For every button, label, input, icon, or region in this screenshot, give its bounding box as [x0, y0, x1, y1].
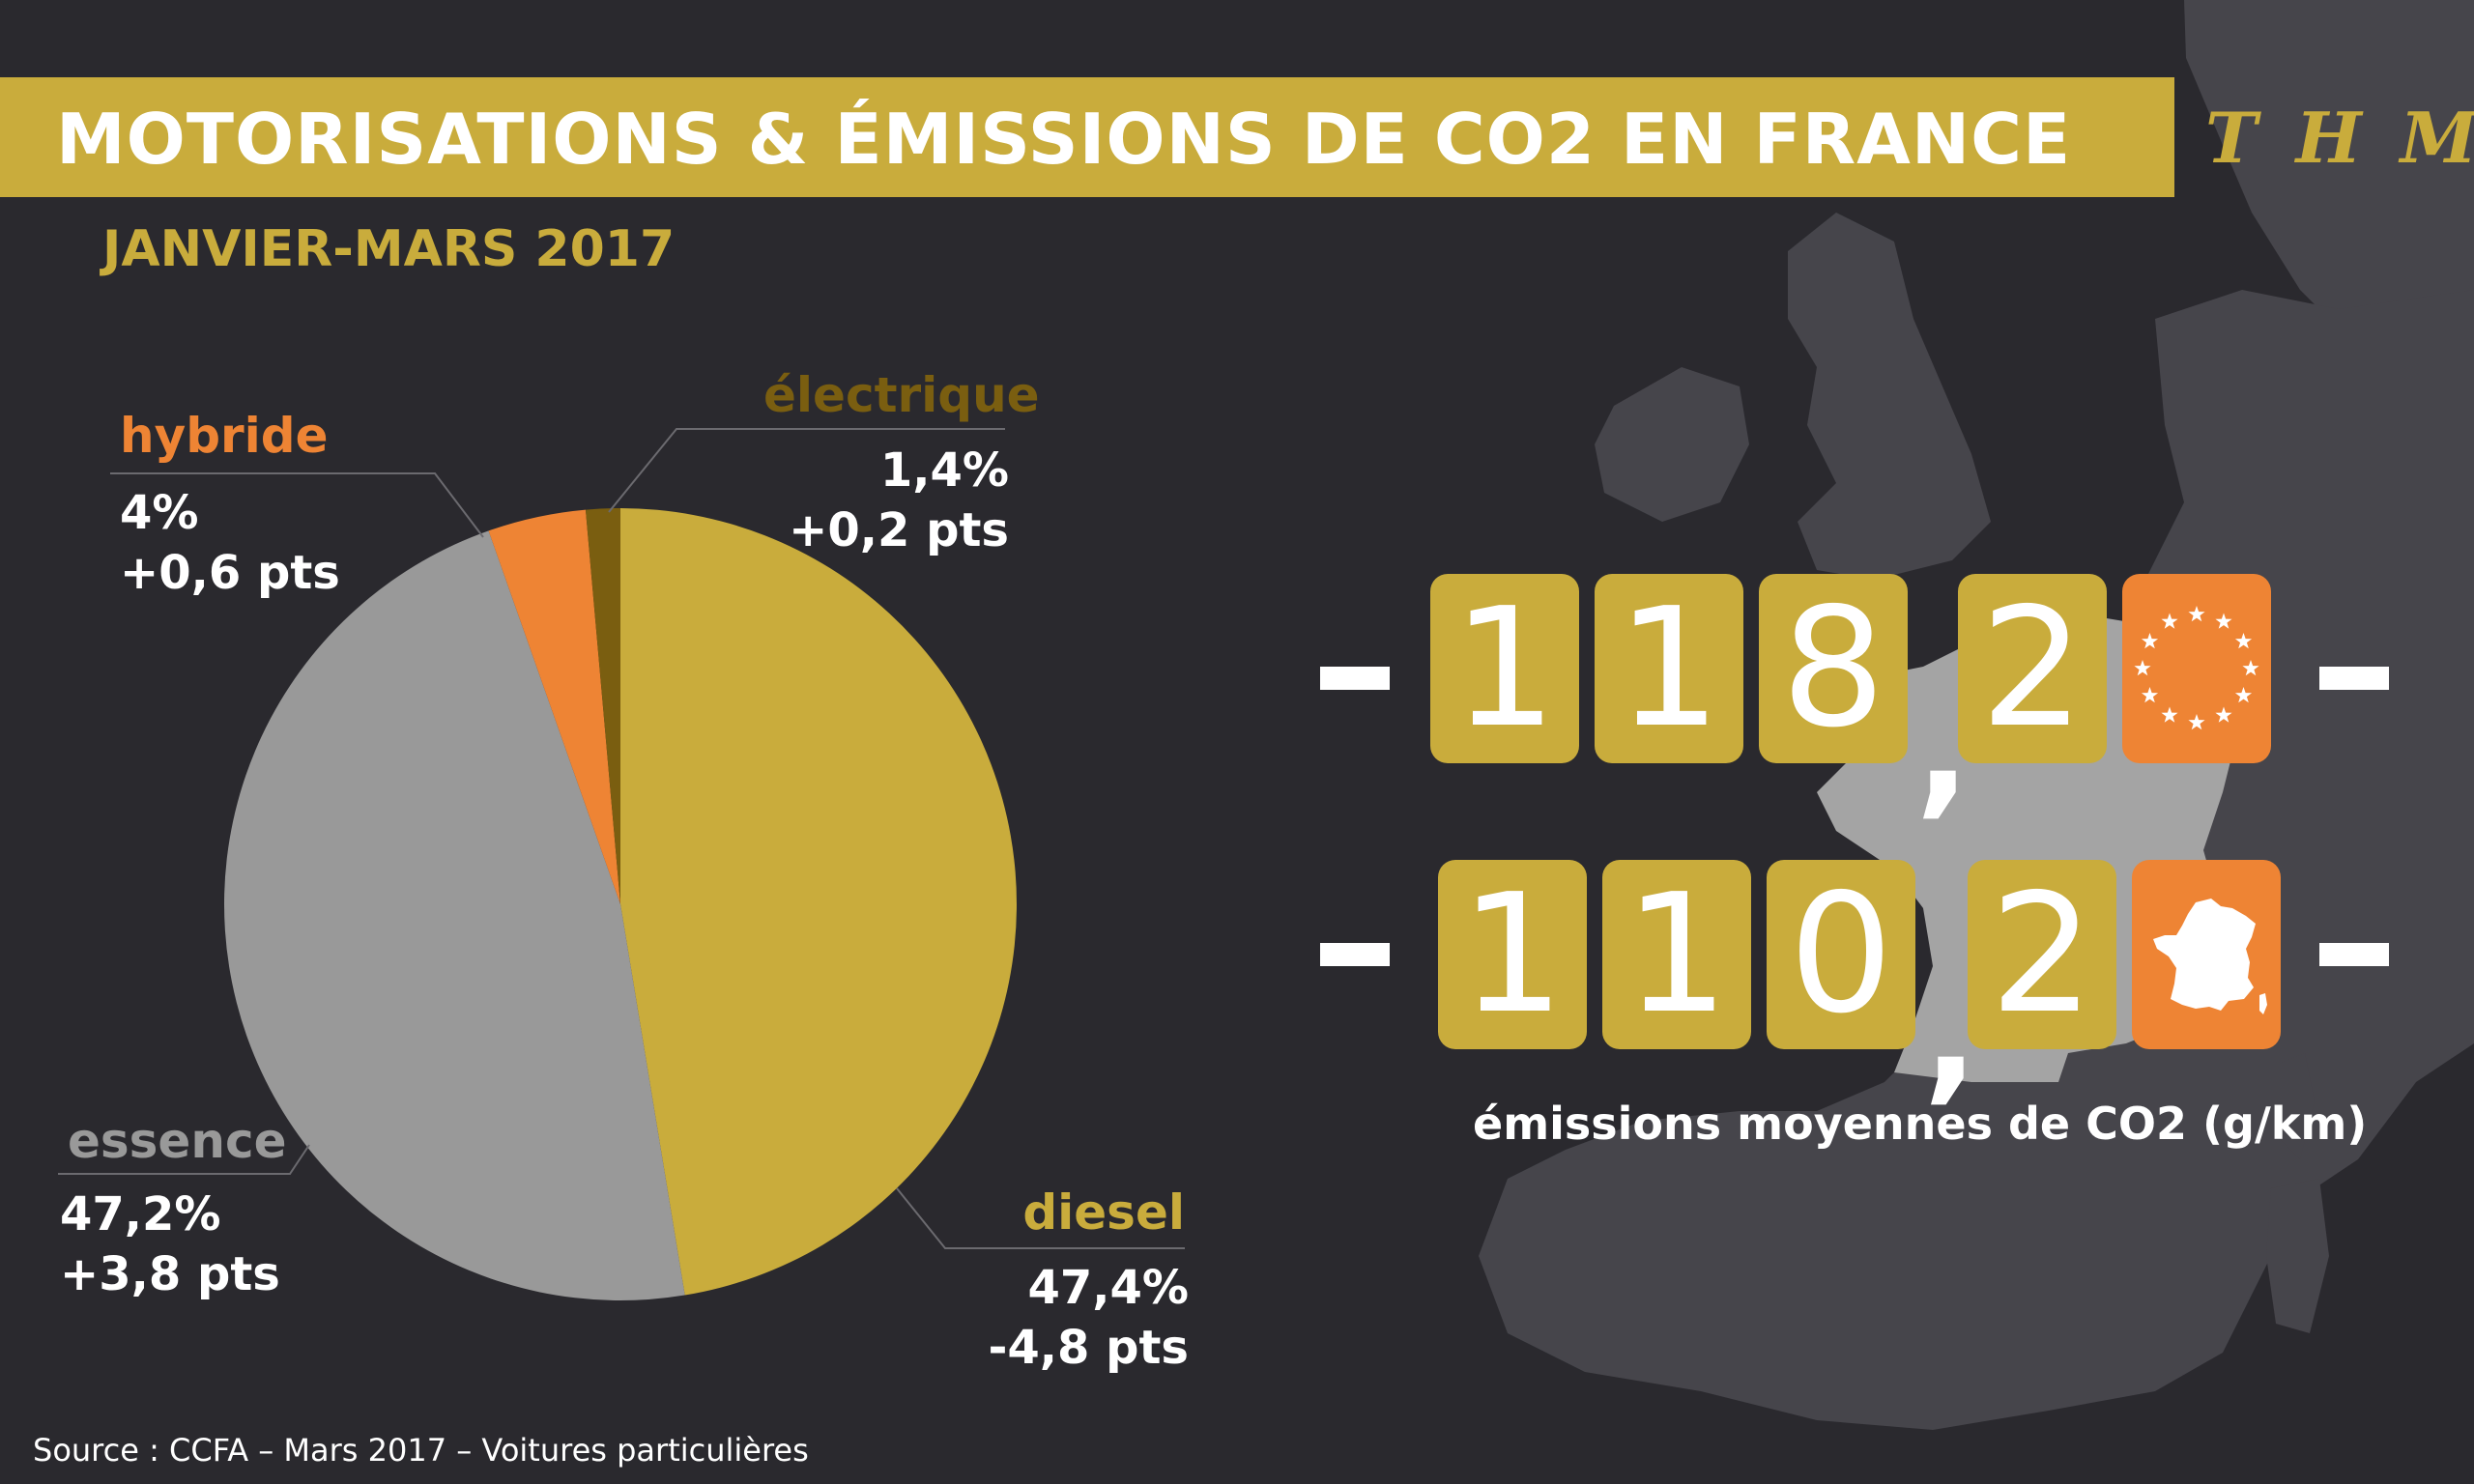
eu-star-icon — [2141, 687, 2159, 703]
ireland-shape — [1595, 367, 1749, 522]
thm-logo: THM — [2205, 97, 2474, 179]
legend-essence-pct: 47,2% — [60, 1187, 221, 1241]
pie-slice-electrique — [585, 508, 620, 904]
fr-digit-4: 2 — [1968, 860, 2116, 1049]
leader-line-electrique — [608, 428, 1005, 513]
leader-line-diesel — [896, 1187, 1185, 1249]
eu-star-icon — [2215, 706, 2232, 723]
france-flag-tile — [2132, 860, 2281, 1049]
period-subtitle: JANVIER-MARS 2017 — [102, 220, 676, 278]
fr-left-dash — [1320, 943, 1390, 966]
legend-electrique-values: 1,4% +0,2 pts — [754, 441, 1009, 560]
title-banner: MOTORISATIONS & ÉMISSIONS DE CO2 EN FRAN… — [0, 77, 2174, 197]
eu-star-icon — [2134, 660, 2151, 676]
legend-hybride-values: 4% +0,6 pts — [120, 483, 340, 603]
pie-slice-essence — [224, 530, 685, 1300]
eu-right-dash — [2319, 667, 2389, 690]
eu-star-icon — [2234, 633, 2253, 649]
fr-digit-3: 0 — [1767, 860, 1915, 1049]
eu-star-icon — [2161, 613, 2178, 629]
page-title: MOTORISATIONS & ÉMISSIONS DE CO2 EN FRAN… — [56, 99, 2072, 180]
legend-hybride-pct: 4% — [120, 486, 199, 540]
eu-star-icon — [2188, 606, 2205, 622]
great-britain-shape — [1788, 213, 1991, 580]
pie-slice-diesel — [620, 508, 1018, 1296]
legend-electrique-change: +0,2 pts — [789, 503, 1009, 557]
eu-star-icon — [2161, 706, 2178, 723]
emissions-caption: émissions moyennes de CO2 (g/km) — [1473, 1098, 2368, 1150]
legend-essence-name: essence — [68, 1113, 287, 1169]
legend-diesel-pct: 47,4% — [1027, 1261, 1189, 1315]
eu-star-icon — [2141, 633, 2159, 649]
source-note: Source : CCFA – Mars 2017 – Voitures par… — [33, 1432, 809, 1469]
legend-diesel-change: -4,8 pts — [988, 1321, 1189, 1375]
leader-line-hybride — [110, 472, 484, 538]
france-map-icon — [2153, 899, 2267, 1014]
legend-essence-change: +3,8 pts — [60, 1247, 280, 1301]
fr-digit-1: 1 — [1438, 860, 1587, 1049]
legend-hybride-name: hybride — [120, 408, 329, 464]
legend-hybride-change: +0,6 pts — [120, 546, 340, 600]
corsica-shape — [2281, 1053, 2315, 1159]
leader-line-essence — [58, 1144, 310, 1175]
eu-left-dash — [1320, 667, 1390, 690]
legend-essence-values: 47,2% +3,8 pts — [60, 1184, 280, 1304]
legend-electrique-name: électrique — [763, 367, 1040, 423]
eu-flag-tile — [2122, 574, 2271, 763]
sardinia-shape — [2266, 1179, 2329, 1333]
eu-star-icon — [2234, 687, 2253, 703]
legend-diesel-name: diesel — [1022, 1184, 1185, 1241]
fr-digit-2: 1 — [1602, 860, 1751, 1049]
eu-digit-1: 1 — [1430, 574, 1579, 763]
eu-flag-icon — [2134, 606, 2259, 730]
legend-diesel-values: 47,4% -4,8 pts — [947, 1258, 1189, 1378]
legend-electrique-pct: 1,4% — [879, 443, 1009, 498]
eu-star-icon — [2188, 714, 2205, 730]
eu-digit-4: 2 — [1958, 574, 2107, 763]
fr-right-dash — [2319, 943, 2389, 966]
pie-slice-hybride — [488, 509, 620, 904]
eu-star-icon — [2215, 613, 2232, 629]
eu-star-icon — [2242, 660, 2259, 676]
eu-digit-3: 8 — [1759, 574, 1908, 763]
eu-digit-2: 1 — [1595, 574, 1743, 763]
